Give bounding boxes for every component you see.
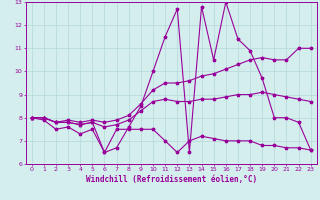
X-axis label: Windchill (Refroidissement éolien,°C): Windchill (Refroidissement éolien,°C): [86, 175, 257, 184]
